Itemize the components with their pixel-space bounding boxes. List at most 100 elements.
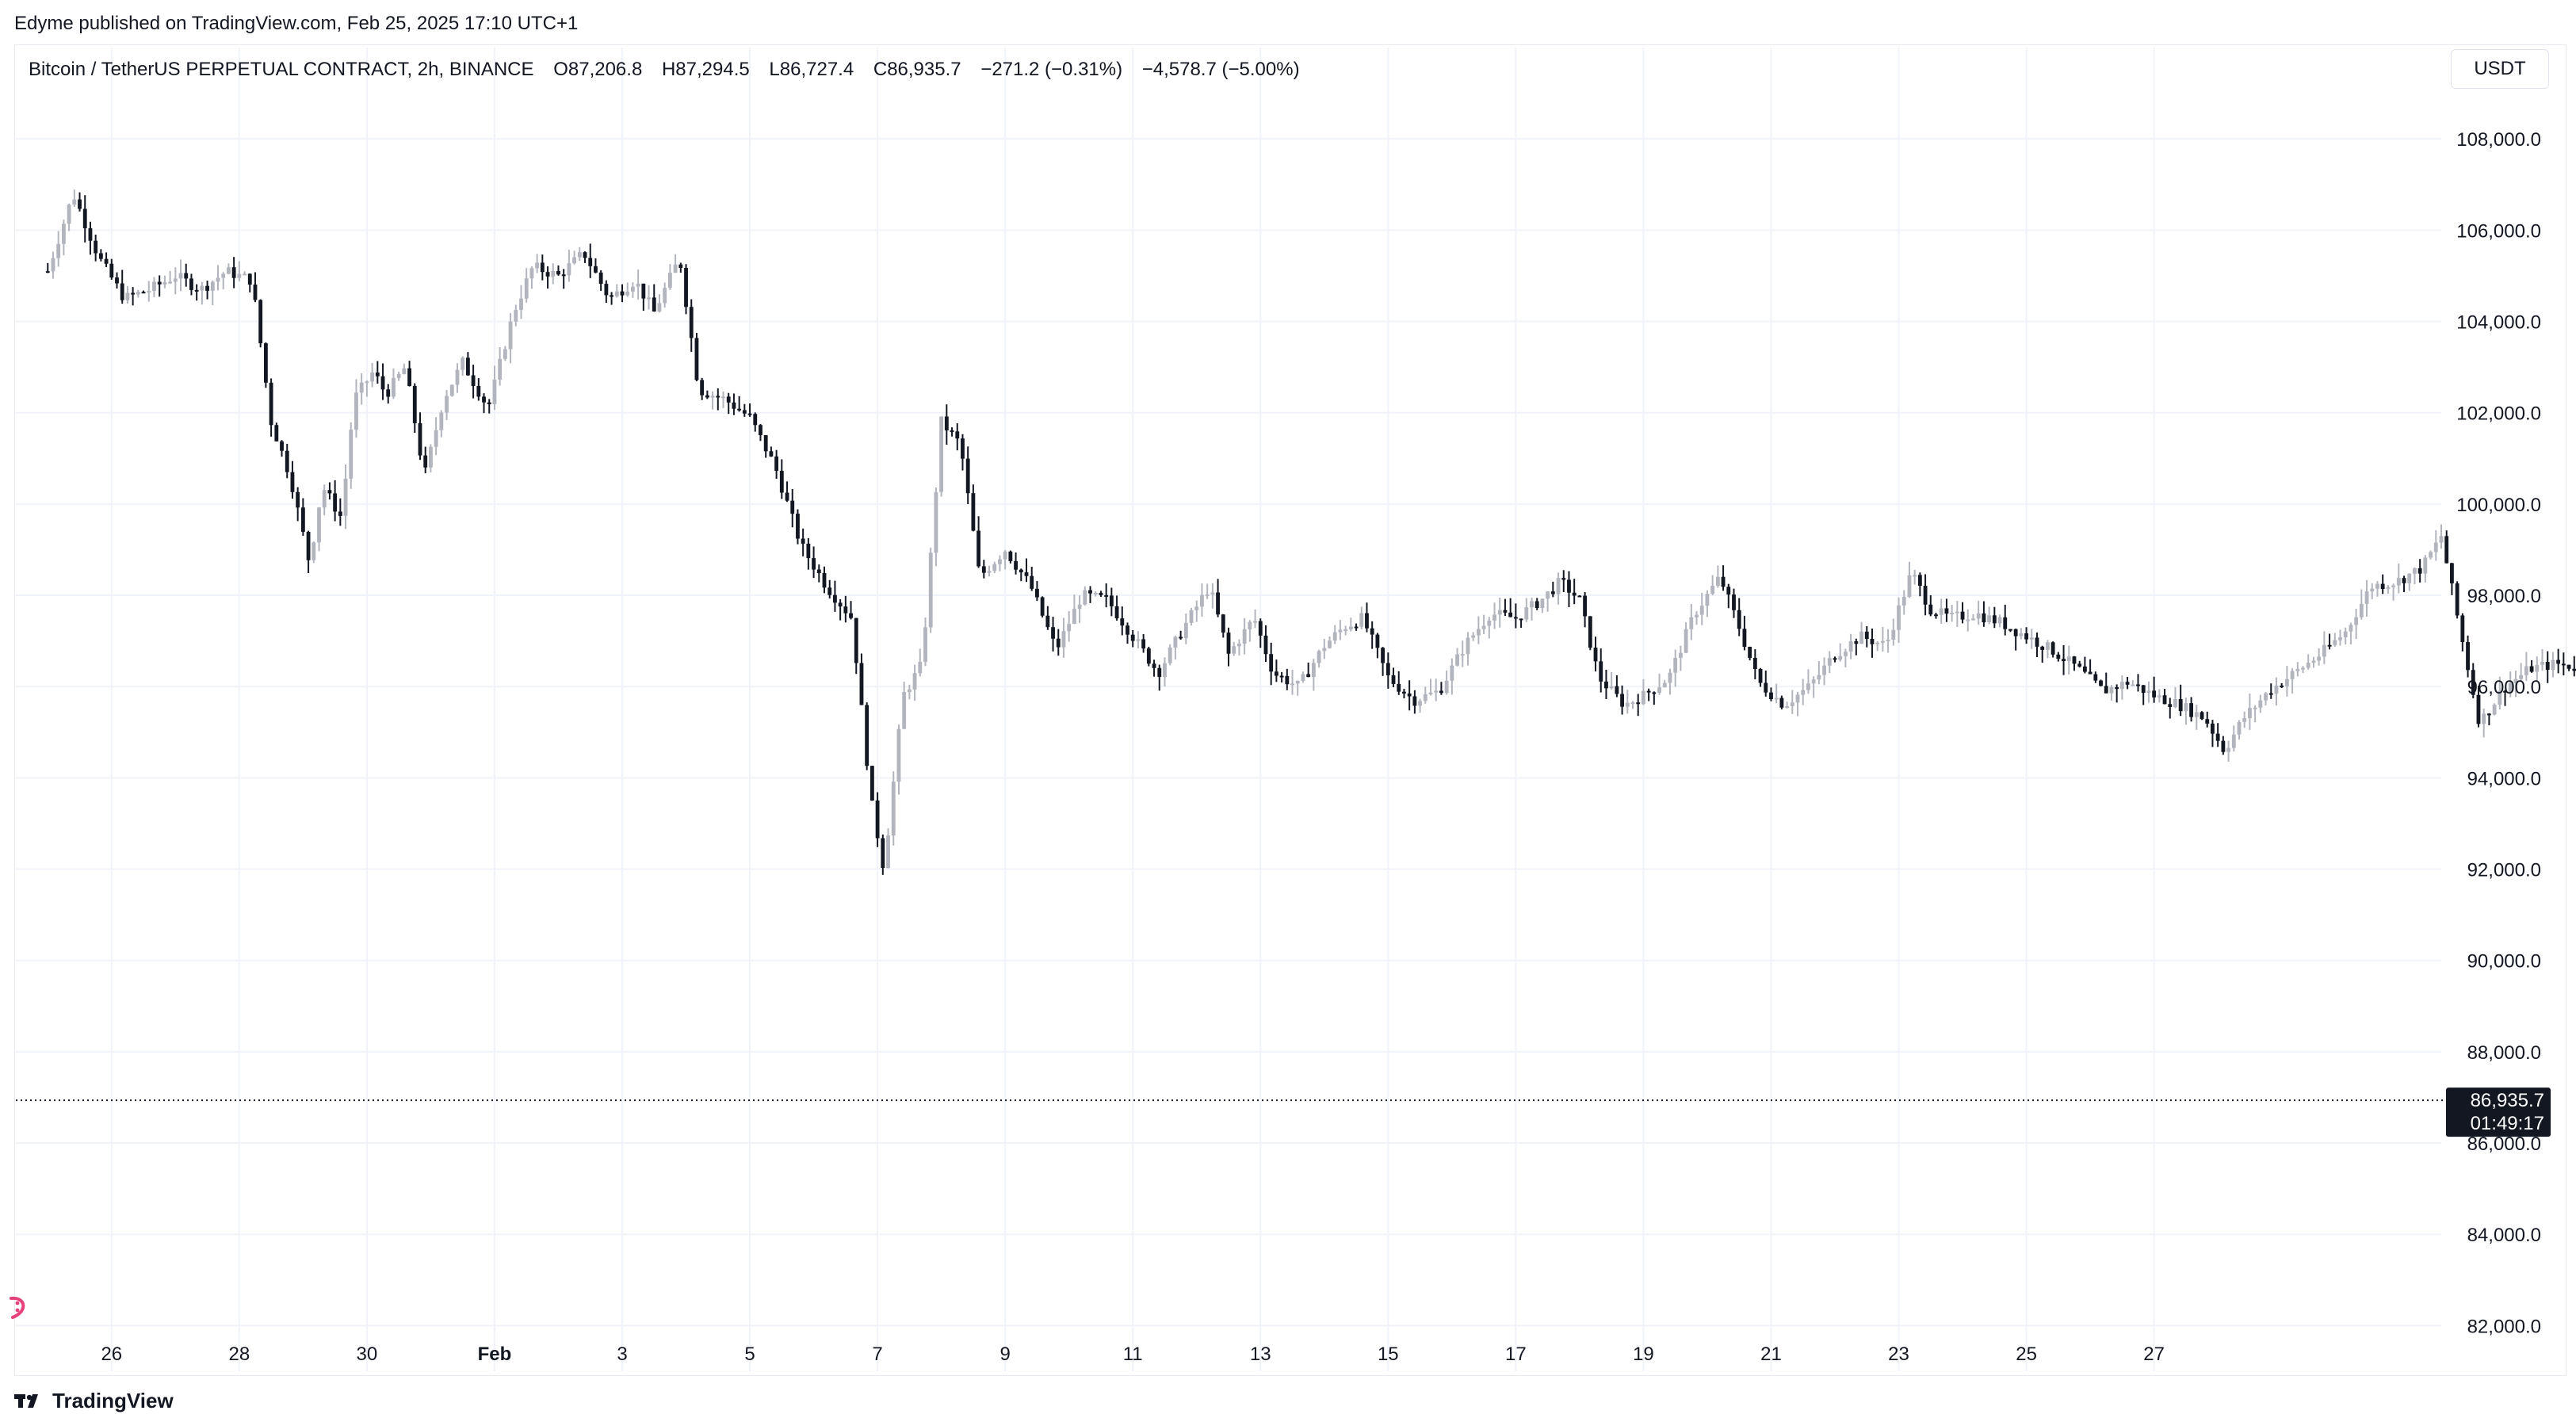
candle-body: [2162, 695, 2167, 705]
candle: [2343, 627, 2348, 644]
candle-body: [1375, 634, 1380, 648]
candle-body: [1391, 675, 1396, 684]
candle: [816, 564, 821, 583]
candle-body: [737, 408, 742, 411]
candle-body: [1093, 592, 1098, 594]
candle: [1955, 601, 1959, 627]
candle-body: [1593, 648, 1598, 662]
candle: [162, 275, 167, 289]
candle-body: [1508, 612, 1513, 617]
candle: [210, 280, 215, 306]
y-tick-label: 90,000.0: [2467, 951, 2541, 973]
candle-body: [875, 800, 880, 839]
candle-body: [2519, 675, 2524, 679]
chart-frame[interactable]: [14, 44, 2566, 1376]
candle-body: [678, 264, 683, 268]
axes: 82,000.0 84,000.0 86,000.0 88,000.0 90,000.0…: [101, 129, 2541, 1365]
candle: [726, 392, 731, 415]
candle: [1216, 579, 1220, 617]
candle-body: [1418, 701, 1422, 706]
candle-body: [1764, 682, 1768, 693]
candle-body: [1348, 626, 1353, 630]
candle: [1343, 625, 1348, 636]
candle-body: [987, 571, 992, 573]
candle-body: [2077, 663, 2082, 667]
candle-body: [759, 425, 762, 435]
candle: [1748, 646, 1752, 661]
candle-body: [796, 514, 800, 539]
candle: [519, 285, 523, 319]
candle: [317, 506, 321, 552]
candle-body: [1705, 594, 1710, 606]
candle-body: [1163, 663, 1167, 677]
candle: [51, 251, 55, 279]
candle-body: [1385, 663, 1390, 675]
candle-body: [2046, 642, 2050, 650]
candle: [1928, 594, 1933, 617]
candle: [923, 617, 927, 667]
candle: [785, 481, 789, 503]
candle: [763, 434, 768, 458]
candle: [1769, 687, 1773, 701]
candle: [231, 257, 236, 289]
candle-body: [205, 285, 209, 291]
candle-body: [1535, 601, 1539, 609]
candle: [407, 361, 411, 387]
candle-body: [2322, 644, 2326, 657]
candle: [2205, 711, 2210, 728]
candle-body: [1625, 702, 1630, 707]
candle-body: [1695, 614, 1699, 617]
candle-body: [487, 402, 491, 405]
candle: [1439, 682, 1443, 695]
candle-body: [1689, 617, 1694, 629]
currency-selector[interactable]: USDT: [2451, 49, 2549, 89]
candle-body: [779, 470, 784, 493]
x-tick-label: 7: [872, 1344, 882, 1365]
candle: [1173, 635, 1178, 660]
candle-body: [1343, 629, 1348, 632]
candle: [2168, 698, 2173, 719]
candle-body: [1455, 654, 1459, 666]
candle-body: [2215, 733, 2220, 741]
candle: [2088, 659, 2093, 675]
candle-body: [1061, 631, 1066, 648]
candle-body: [402, 368, 407, 374]
candle: [1003, 549, 1007, 570]
candle-body: [2056, 654, 2061, 659]
candle-body: [61, 224, 66, 244]
candle-body: [2099, 680, 2103, 686]
candle: [1864, 626, 1869, 648]
candle: [1923, 574, 1928, 616]
candle-body: [1583, 595, 1588, 617]
candle-body: [726, 396, 731, 403]
candle: [1412, 690, 1417, 714]
candle-body: [1795, 694, 1800, 703]
candle: [1917, 572, 1922, 597]
candle: [833, 580, 837, 612]
candle-body: [806, 543, 811, 559]
candle: [152, 277, 156, 298]
candle-body: [1136, 639, 1141, 641]
candle: [1907, 561, 1912, 598]
candle-body: [407, 368, 411, 386]
candle-body: [2268, 693, 2273, 695]
candle: [2280, 682, 2284, 688]
candle-body: [115, 277, 119, 284]
candle-body: [1237, 644, 1241, 647]
candle-body: [2466, 642, 2470, 671]
candle-body: [1801, 690, 1806, 695]
candle: [1997, 614, 2002, 628]
candle: [1870, 628, 1875, 658]
candle: [1359, 606, 1364, 630]
candle: [2189, 697, 2194, 722]
candle: [1524, 598, 1529, 622]
candle-body: [1652, 692, 1657, 694]
candle: [1652, 691, 1657, 705]
symbol-name[interactable]: Bitcoin / TetherUS PERPETUAL CONTRACT, 2…: [29, 59, 534, 80]
candle: [1721, 565, 1726, 591]
candle: [1944, 598, 1949, 622]
candle: [1966, 609, 1970, 632]
candle-body: [535, 262, 540, 269]
candle-body: [2019, 633, 2024, 636]
